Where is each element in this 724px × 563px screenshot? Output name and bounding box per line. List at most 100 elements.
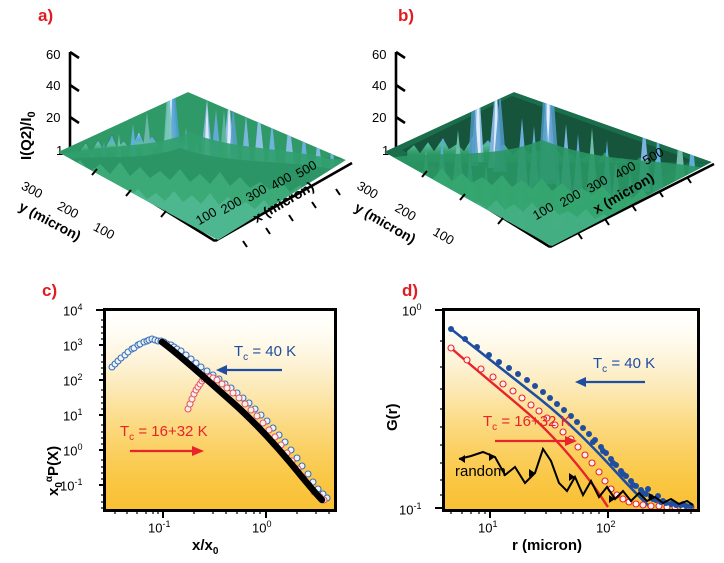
panel-b-ztick-1: 1 [382,143,390,158]
panel-c-xaxis-ticks [114,509,330,518]
panel-d-plot-svg [447,326,695,509]
panel-d-annotation-tc1632: Tc = 16+32 K [483,413,571,433]
panel-b: b) 60 40 20 1 [352,0,724,281]
panel-d-arrow-left-icon [575,377,645,387]
panel-c-ytick-3-exp: 3 [77,337,83,347]
panel-c-arrow-right-icon [130,446,204,456]
panel-c-xtick-0: 100 [252,519,271,535]
panel-d-ytick-m1-exp: -1 [413,501,422,511]
panel-c-series-tc40 [108,335,331,502]
panel-d-xaxis-title: r (micron) [512,537,583,554]
panel-d-annotation-tc40: Tc = 40 K [593,355,655,375]
panel-c-label: c) [42,281,58,300]
panel-d-arrow-right-icon [495,436,577,446]
panel-c-ytick-4-base: 10 [63,303,78,319]
panel-c-annotation-tc1632-t: T [120,423,130,440]
panel-c-ytick-2-base: 10 [63,373,78,389]
panel-c-ytick-0-base: 10 [63,443,78,459]
panel-d-series-random-markers [459,453,655,503]
panel-c-annotation-tc1632: Tc = 16+32 K [120,423,208,443]
panel-d: d) G(r) 100 10-1 [362,281,724,563]
panel-d-annotation-tc1632-rest: = 16+32 K [497,413,571,430]
panel-c-plot-frame: Tc = 40 K Tc = 16+32 K [103,308,337,512]
panel-d-xtick-2-base: 10 [596,520,611,536]
panel-c-xtick-m1-base: 10 [148,520,163,536]
panel-c-ytick-2-exp: 2 [77,372,83,382]
panel-d-yaxis-title: G(r) [384,404,401,432]
panel-c-ytick-m1-base: 10 [60,478,75,494]
panel-d-series-tc1632 [447,344,695,509]
panel-c-ytick-m1-exp: -1 [74,477,83,487]
panel-d-label: d) [402,281,419,300]
panel-c-ytick-0-exp: 0 [77,442,83,452]
panel-d-annotation-tc1632-sub: c [492,422,498,433]
panel-c-ytick-4: 104 [63,302,82,318]
panel-b-zaxis [394,50,406,160]
panel-c-annotation-tc1632-rest: = 16+32 K [134,423,208,440]
panel-c-annotation-tc40-sub: c [243,352,249,363]
panel-c-ytick-3: 103 [63,337,82,353]
panel-c-fit-line [158,338,326,504]
panel-c-yaxis-title-rest: P(X) [45,445,62,476]
panel-d-xtick-1-exp: 1 [492,519,498,529]
panel-d-ytick-m1-base: 10 [399,502,414,518]
panel-c-ytick-1-base: 10 [63,408,78,424]
panel-b-surface [384,50,715,249]
panel-b-ztick-40: 40 [372,78,387,93]
panel-c: c) x0αP(X) 104 103 102 101 100 10-1 [0,281,362,563]
panel-c-ytick-1: 101 [63,407,82,423]
panel-c-yaxis-ticks [96,309,105,509]
panel-d-xaxis-ticks [450,509,692,518]
panel-d-fit-tc40 [450,327,651,508]
panel-a-xaxis-ticks [242,188,341,248]
panel-d-series-random [458,446,694,506]
panel-c-annotation-tc40: Tc = 40 K [234,343,296,363]
panel-c-annotation-tc40-rest: = 40 K [248,343,297,360]
panel-c-ytick-4-exp: 4 [77,302,83,312]
panel-c-xtick-0-exp: 0 [266,519,272,529]
panel-d-random-label: random [455,463,506,480]
panel-b-xaxis-ticks [577,176,692,240]
panel-d-yaxis-ticks [435,309,444,509]
panel-d-ytick-m1: 10-1 [399,501,421,517]
panel-c-ytick-0: 100 [63,442,82,458]
panel-d-annotation-tc40-rest: = 40 K [607,355,656,372]
panel-c-yaxis-title-sup: α [44,475,55,483]
panel-c-xtick-m1: 10-1 [148,519,170,535]
panel-d-xtick-2: 102 [596,519,615,535]
panel-d-xtick-1-base: 10 [478,520,493,536]
panel-b-label: b) [398,6,415,25]
panel-c-annotation-tc1632-sub: c [129,432,135,443]
panel-b-ztick-60: 60 [372,47,387,62]
panel-c-xtick-m1-exp: -1 [162,519,171,529]
panel-b-yaxis-ticks [421,170,504,225]
panel-d-ytick-0-base: 10 [402,303,417,319]
panel-d-annotation-tc40-sub: c [602,364,608,375]
panel-c-ytick-1-exp: 1 [77,407,83,417]
panel-c-annotation-tc40-t: T [234,343,244,360]
panel-c-ytick-2: 102 [63,372,82,388]
panel-d-annotation-tc40-t: T [593,355,603,372]
panel-c-xtick-0-base: 10 [252,520,267,536]
panel-a-zaxis [68,50,80,160]
panel-d-ytick-0-exp: 0 [416,302,422,312]
panel-d-xtick-1: 101 [478,519,497,535]
panel-c-arrow-left-icon [216,365,282,375]
panel-a-label: a) [38,6,54,25]
panel-a-ztick-40: 40 [46,78,61,93]
panel-d-xtick-2-exp: 2 [610,519,616,529]
panel-a-ztick-20: 20 [46,110,61,125]
panel-c-ytick-m1: 10-1 [60,477,82,493]
panel-d-annotation-tc1632-t: T [483,413,493,430]
panel-a-ztick-1: 1 [56,143,64,158]
panel-c-xaxis-title-base: x/x [192,537,213,554]
panel-a-ztick-60: 60 [46,47,61,62]
panel-a-yaxis-ticks [91,168,167,218]
panel-d-plot-frame: Tc = 40 K Tc = 16+32 K random [442,308,700,512]
panel-a: a) I(Q2)/I0 60 40 20 1 [0,0,362,281]
panel-d-ytick-0: 100 [402,302,421,318]
panel-a-surface [58,50,353,248]
panel-d-yaxis-title-text: G(r) [384,403,401,432]
panel-b-mesh [384,92,712,246]
panel-c-xaxis-title: x/x0 [192,537,218,557]
